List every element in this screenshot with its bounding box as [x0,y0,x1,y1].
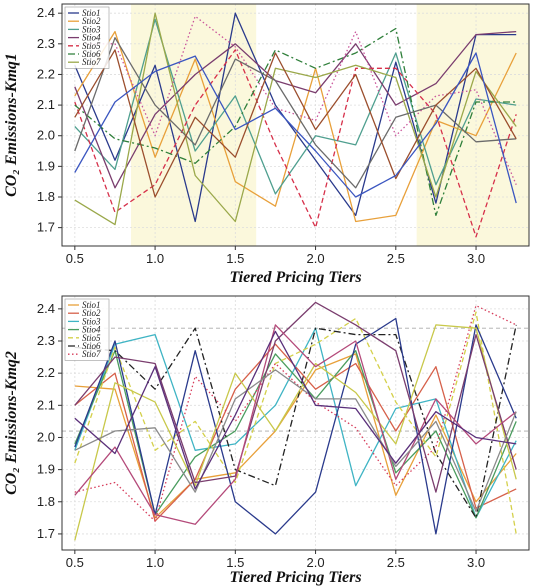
series-line-stio2 [74,30,517,223]
series-line-unlabeled-9 [74,324,517,541]
legend-label-stio2: Stio2 [82,308,101,318]
series-line-unlabeled-8 [74,317,517,535]
series-line-stio3 [74,18,517,195]
series-line-unlabeled-10 [74,49,517,198]
legend-label-stio1: Stio1 [82,300,101,310]
x-tick-label: 1.5 [226,251,244,266]
y-tick-label: 2.3 [37,333,55,348]
series-line-unlabeled-8 [74,15,517,185]
x-tick-label: 0.5 [66,251,84,266]
y-axis-label: CO₂ Emissions-Kmq2 [3,351,20,495]
legend-label-stio6: Stio6 [82,341,101,351]
y-tick-label: 2.2 [37,365,55,380]
series-line-stio6 [74,27,517,217]
legend-label-stio4: Stio4 [82,325,101,335]
chart-panel-1: 0.5 1.0 1.5 2.0 2.5 3.0 1.7 1.8 1.9 2.0 2.1 2.2 2.3 2… [3,3,530,286]
y-tick-label: 1.8 [37,494,55,509]
legend-label-stio5: Stio5 [82,333,101,343]
chart-panel-2: 0.5 1.0 1.5 2.0 2.5 3.0 1.7 1.8 1.9 2.0 2.1 2.2 2.3 2… [3,295,530,586]
y-tick-label: 2.1 [37,397,55,412]
legend-label-stio7: Stio7 [82,349,101,359]
legend-label-stio7: Stio7 [82,57,101,67]
y-tick-label: 2.0 [37,128,55,143]
x-tick-label: 2.5 [387,251,405,266]
x-tick-label: 1.0 [146,251,164,266]
series-line-unlabeled-11 [74,324,517,525]
y-tick-label: 1.7 [37,526,55,541]
series-line-stio7 [74,12,517,226]
legend-label-stio5: Stio5 [82,41,101,51]
x-tick-label: 1.5 [226,555,244,570]
y-tick-label: 2.4 [37,301,55,316]
x-tick-label: 2.5 [387,555,405,570]
x-axis-label: Tiered Pricing Tiers [229,569,361,586]
x-tick-label: 2.0 [307,555,325,570]
legend-label-stio3: Stio3 [82,316,101,326]
legend-label-stio2: Stio2 [82,16,101,26]
x-axis-label: Tiered Pricing Tiers [229,269,361,286]
y-tick-label: 1.7 [37,220,55,235]
x-tick-label: 1.0 [146,555,164,570]
series-line-stio5 [74,49,517,238]
y-tick-label: 1.9 [37,158,55,173]
x-tick-label: 3.0 [467,251,485,266]
series-line-unlabeled-10 [74,301,517,493]
y-tick-label: 1.8 [37,189,55,204]
plot-frame [61,295,530,551]
x-tick-label: 3.0 [467,555,485,570]
y-tick-label: 2.4 [37,5,55,20]
y-tick-label: 2.3 [37,36,55,51]
series-line-unlabeled-13 [74,330,517,490]
y-tick-label: 2.2 [37,66,55,81]
series-line-unlabeled-12 [74,369,517,513]
x-tick-label: 2.0 [307,251,325,266]
y-axis-label: CO₂ Emissions-Kmq1 [3,53,20,197]
series-line-stio4 [74,30,517,189]
legend-label-stio4: Stio4 [82,33,101,43]
series-line-unlabeled-11 [74,52,517,204]
y-tick-label: 2.1 [37,97,55,112]
y-tick-label: 1.9 [37,462,55,477]
plot-frame [61,3,530,247]
legend-label-stio1: Stio1 [82,8,101,18]
legend-label-stio6: Stio6 [82,49,101,59]
x-tick-label: 0.5 [66,555,84,570]
y-tick-label: 2.0 [37,429,55,444]
series-line-stio3 [74,327,517,519]
legend-label-stio3: Stio3 [82,24,101,34]
